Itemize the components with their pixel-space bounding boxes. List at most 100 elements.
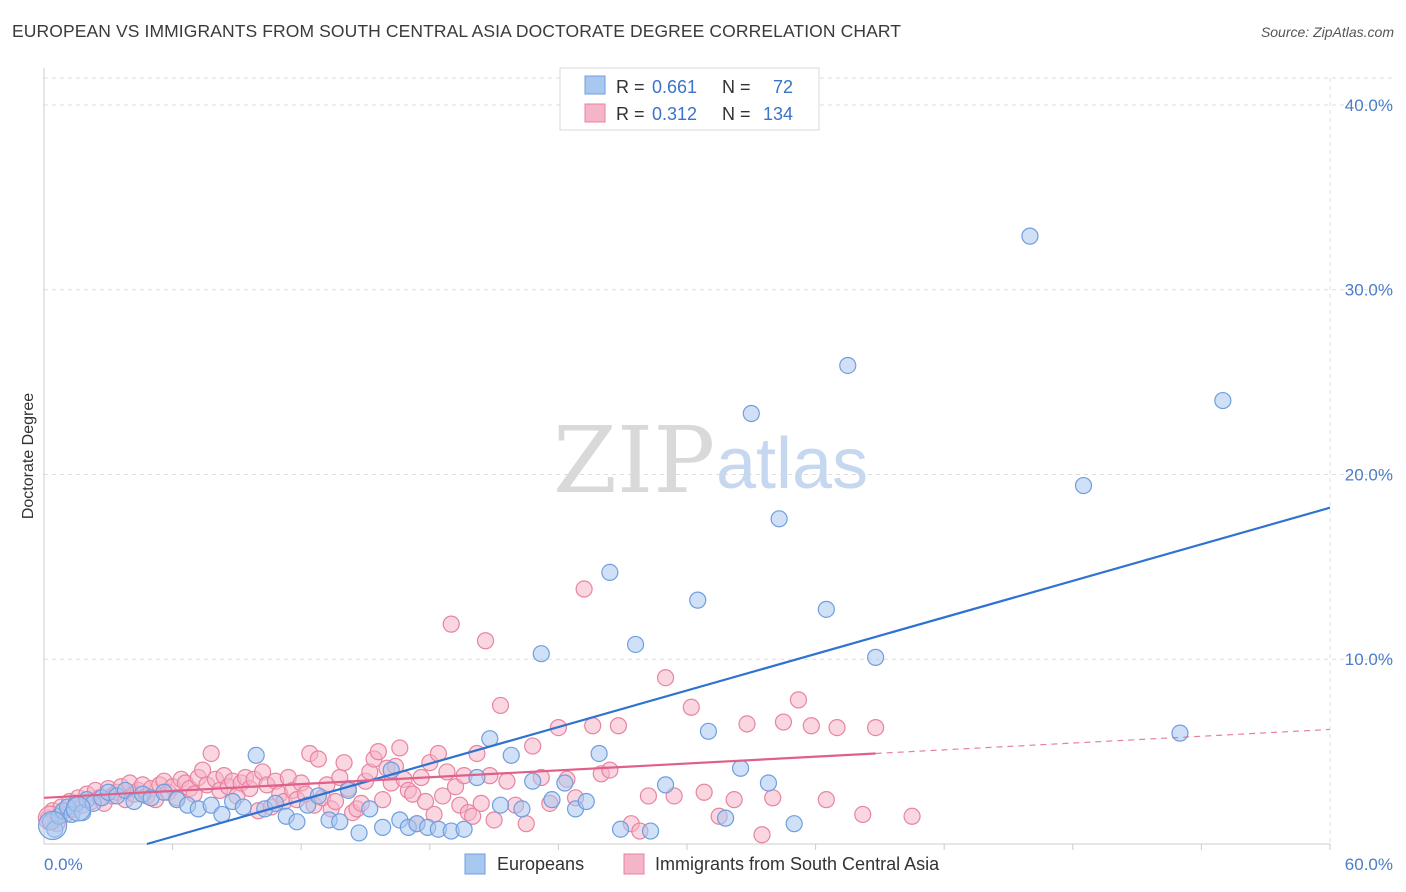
chart-source: Source: ZipAtlas.com (1260, 24, 1394, 40)
legend-swatch-europeans (584, 75, 606, 95)
watermark: ZIP atlas (553, 407, 868, 514)
european-point (759, 774, 778, 792)
immigrant-point (472, 794, 490, 812)
legend-r-label: R = (616, 77, 645, 97)
immigrant-point (374, 791, 392, 809)
immigrant-point (309, 750, 327, 768)
legend-swatch-immigrants (584, 103, 606, 123)
watermark-atlas: atlas (716, 424, 868, 504)
immigrant-point (609, 717, 628, 735)
legend-r-value-immigrants: 0.312 (652, 104, 697, 124)
immigrants-trend-extension (875, 728, 1331, 755)
european-point (532, 645, 550, 663)
y-axis-tick-labels: 10.0% 20.0% 30.0% 40.0% (1345, 96, 1393, 669)
european-point (331, 813, 349, 831)
european-point (65, 796, 91, 822)
y-tick-label: 10.0% (1345, 650, 1393, 669)
european-point (742, 404, 760, 423)
immigrant-point (202, 744, 220, 763)
european-point (590, 744, 608, 763)
legend-r-label: R = (616, 104, 645, 124)
bottom-legend-europeans: Europeans (497, 854, 584, 874)
european-point (1021, 227, 1039, 245)
immigrant-point (828, 718, 846, 737)
immigrant-point (682, 698, 700, 716)
european-point (556, 774, 574, 792)
european-point (641, 822, 660, 840)
immigrant-point (639, 787, 658, 805)
immigrants-trend-line (43, 752, 876, 799)
european-point (1214, 391, 1232, 410)
chart-title: EUROPEAN VS IMMIGRANTS FROM SOUTH CENTRA… (12, 21, 902, 41)
bottom-legend-immigrants: Immigrants from South Central Asia (655, 854, 940, 874)
legend-n-label: N = (722, 77, 751, 97)
european-point (731, 759, 750, 777)
european-point (577, 792, 595, 811)
european-point (839, 356, 857, 375)
immigrant-point (326, 792, 345, 811)
european-point (247, 746, 265, 764)
x-tick-label: 60.0% (1345, 855, 1393, 874)
european-point (502, 746, 520, 764)
immigrant-point (498, 772, 516, 790)
y-axis-label: Doctorate Degree (20, 393, 37, 519)
bottom-legend-swatch-immigrants (623, 853, 645, 875)
european-point (288, 813, 306, 831)
european-point (817, 600, 835, 618)
european-point (374, 818, 392, 836)
immigrant-point (369, 743, 387, 761)
immigrant-point (491, 696, 510, 715)
series-europeans-points (37, 227, 1232, 842)
immigrant-point (656, 669, 675, 687)
european-point (468, 768, 486, 787)
european-point (770, 510, 788, 528)
immigrant-point (601, 761, 619, 779)
immigrant-point (764, 789, 782, 807)
immigrant-point (802, 717, 820, 735)
european-point (699, 722, 718, 740)
x-axis-ticks (172, 844, 1331, 850)
y-tick-label: 30.0% (1345, 281, 1393, 300)
immigrant-point (903, 807, 921, 825)
immigrant-point (789, 691, 808, 709)
immigrant-point (485, 811, 503, 829)
x-axis-tick-labels: 0.0% 60.0% (44, 855, 1393, 874)
european-point (716, 809, 735, 827)
bottom-legend-swatch-europeans (464, 853, 486, 875)
immigrant-point (434, 787, 452, 805)
european-point (656, 776, 675, 794)
immigrant-point (867, 718, 885, 737)
watermark-zip: ZIP (553, 407, 715, 514)
european-point (867, 648, 885, 666)
immigrant-point (442, 615, 460, 633)
european-point (361, 800, 379, 818)
immigrant-point (774, 713, 793, 731)
immigrant-point (524, 737, 542, 755)
y-tick-label: 40.0% (1345, 96, 1393, 115)
legend-n-label: N = (722, 104, 751, 124)
european-point (37, 810, 68, 841)
european-point (350, 824, 368, 842)
immigrant-point (391, 739, 409, 757)
european-point (785, 815, 803, 833)
european-point (1171, 724, 1189, 742)
european-point (1074, 476, 1093, 495)
european-point (491, 796, 510, 814)
europeans-trend-line (146, 506, 1331, 846)
immigrant-point (584, 717, 602, 735)
immigrant-point (335, 754, 353, 772)
immigrant-point (416, 792, 435, 811)
immigrant-point (404, 785, 422, 803)
trend-lines (43, 506, 1331, 846)
immigrant-point (464, 807, 482, 825)
legend-r-value-europeans: 0.661 (652, 77, 697, 97)
legend-n-value-immigrants: 134 (763, 104, 793, 124)
european-point (513, 800, 531, 818)
european-point (689, 591, 707, 609)
immigrant-point (575, 580, 593, 598)
immigrant-point (725, 791, 743, 809)
immigrant-point (753, 826, 771, 844)
x-tick-label: 0.0% (44, 855, 83, 874)
immigrant-point (695, 783, 713, 801)
